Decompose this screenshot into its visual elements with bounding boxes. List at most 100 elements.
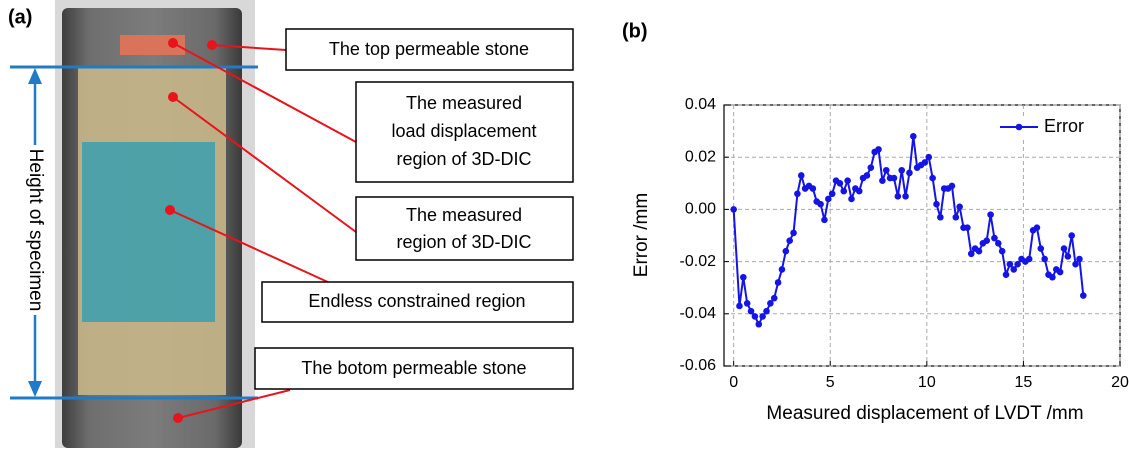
data-point <box>759 313 766 320</box>
label-box <box>261 281 574 323</box>
data-point <box>933 200 940 208</box>
leader-line <box>172 42 357 143</box>
x-tick-label: 10 <box>918 374 936 391</box>
label-box <box>355 196 574 261</box>
leader-line <box>211 44 287 51</box>
data-point <box>794 190 801 198</box>
data-point <box>848 195 855 203</box>
data-point <box>1014 260 1021 268</box>
x-axis-label: Measured displacement of LVDT /mm <box>766 403 1083 424</box>
data-point <box>770 294 778 302</box>
data-point <box>890 174 898 182</box>
data-point <box>743 300 751 307</box>
data-point <box>774 279 782 286</box>
data-point <box>1006 260 1014 268</box>
data-point <box>925 153 933 161</box>
data-point <box>998 247 1006 255</box>
data-point <box>821 216 828 224</box>
label-text: load displacement <box>391 121 536 141</box>
panel-label: (b) <box>622 20 648 42</box>
data-point <box>1049 273 1056 281</box>
data-point <box>786 237 793 245</box>
data-point <box>1072 260 1079 268</box>
y-tick-label: -0.02 <box>680 253 717 270</box>
leader-line <box>172 96 357 233</box>
y-tick-label: -0.04 <box>680 305 717 322</box>
point <box>168 38 178 48</box>
data-point <box>782 247 790 255</box>
point <box>207 40 217 50</box>
data-point <box>952 213 960 221</box>
data-point <box>879 177 886 184</box>
y-tick-label: 0.04 <box>685 96 716 113</box>
label-text: The botom permeable stone <box>301 358 526 378</box>
y-tick-label: 0.00 <box>685 201 716 218</box>
legend-swatch <box>1015 123 1023 131</box>
data-point <box>817 200 824 208</box>
panel-a: Height of specimen (a) The top permeable… <box>8 0 574 448</box>
height-label: Height of specimen <box>25 149 46 312</box>
x-tick-label: 5 <box>826 374 835 391</box>
point <box>165 205 175 215</box>
x-tick-label: 15 <box>1015 374 1033 391</box>
label-box <box>285 28 574 71</box>
label-text: region of 3D-DIC <box>396 149 531 169</box>
data-point <box>825 195 832 203</box>
leader-line <box>177 389 291 419</box>
point <box>173 413 183 423</box>
data-point <box>751 313 759 320</box>
data-point <box>1037 245 1045 252</box>
y-tick-label: -0.06 <box>680 357 717 374</box>
data-point <box>906 169 913 177</box>
label-text: The measured <box>406 205 522 225</box>
label-box <box>254 347 574 390</box>
data-point <box>1002 271 1010 278</box>
data-point <box>867 164 875 171</box>
label-text: region of 3D-DIC <box>396 232 531 252</box>
data-point <box>747 307 755 315</box>
data-point <box>929 174 936 182</box>
y-axis-label: Error /mm <box>631 193 652 277</box>
data-point <box>1079 292 1087 299</box>
data-point <box>956 203 963 211</box>
y-tick-label: 0.02 <box>685 148 716 165</box>
top-stone <box>120 35 185 55</box>
arrow-head <box>28 381 42 397</box>
data-point <box>964 224 971 231</box>
data-point <box>730 206 737 213</box>
data-point <box>975 247 983 255</box>
plot-area <box>723 104 1121 367</box>
panel-b: (b) Measured displacement of LVDT /mm Er… <box>622 20 1129 424</box>
data-point <box>875 146 882 153</box>
data-point <box>1076 255 1083 263</box>
label-text: The measured <box>406 93 522 113</box>
data-point <box>894 193 902 200</box>
data-point <box>740 273 747 281</box>
data-point <box>736 302 743 310</box>
data-point <box>882 166 890 174</box>
point <box>168 92 178 102</box>
data-point <box>948 182 956 190</box>
label-box <box>355 81 574 183</box>
data-point <box>983 237 991 245</box>
data-point <box>1010 266 1018 273</box>
data-point <box>1064 253 1072 260</box>
dic-region <box>82 142 215 322</box>
data-point <box>995 240 1002 247</box>
leader-line <box>169 209 331 284</box>
data-point <box>1056 268 1064 276</box>
data-point <box>991 234 998 242</box>
data-point <box>809 185 817 192</box>
data-point <box>910 133 917 140</box>
x-tick-label: 0 <box>729 374 738 391</box>
data-point <box>898 166 906 174</box>
data-point <box>902 193 909 200</box>
x-tick-label: 20 <box>1111 374 1129 391</box>
data-point <box>797 172 805 179</box>
panel-label: (a) <box>8 6 32 28</box>
data-point <box>1041 255 1048 263</box>
data-point <box>767 300 774 307</box>
data-point <box>1060 245 1068 252</box>
data-point <box>844 177 851 184</box>
